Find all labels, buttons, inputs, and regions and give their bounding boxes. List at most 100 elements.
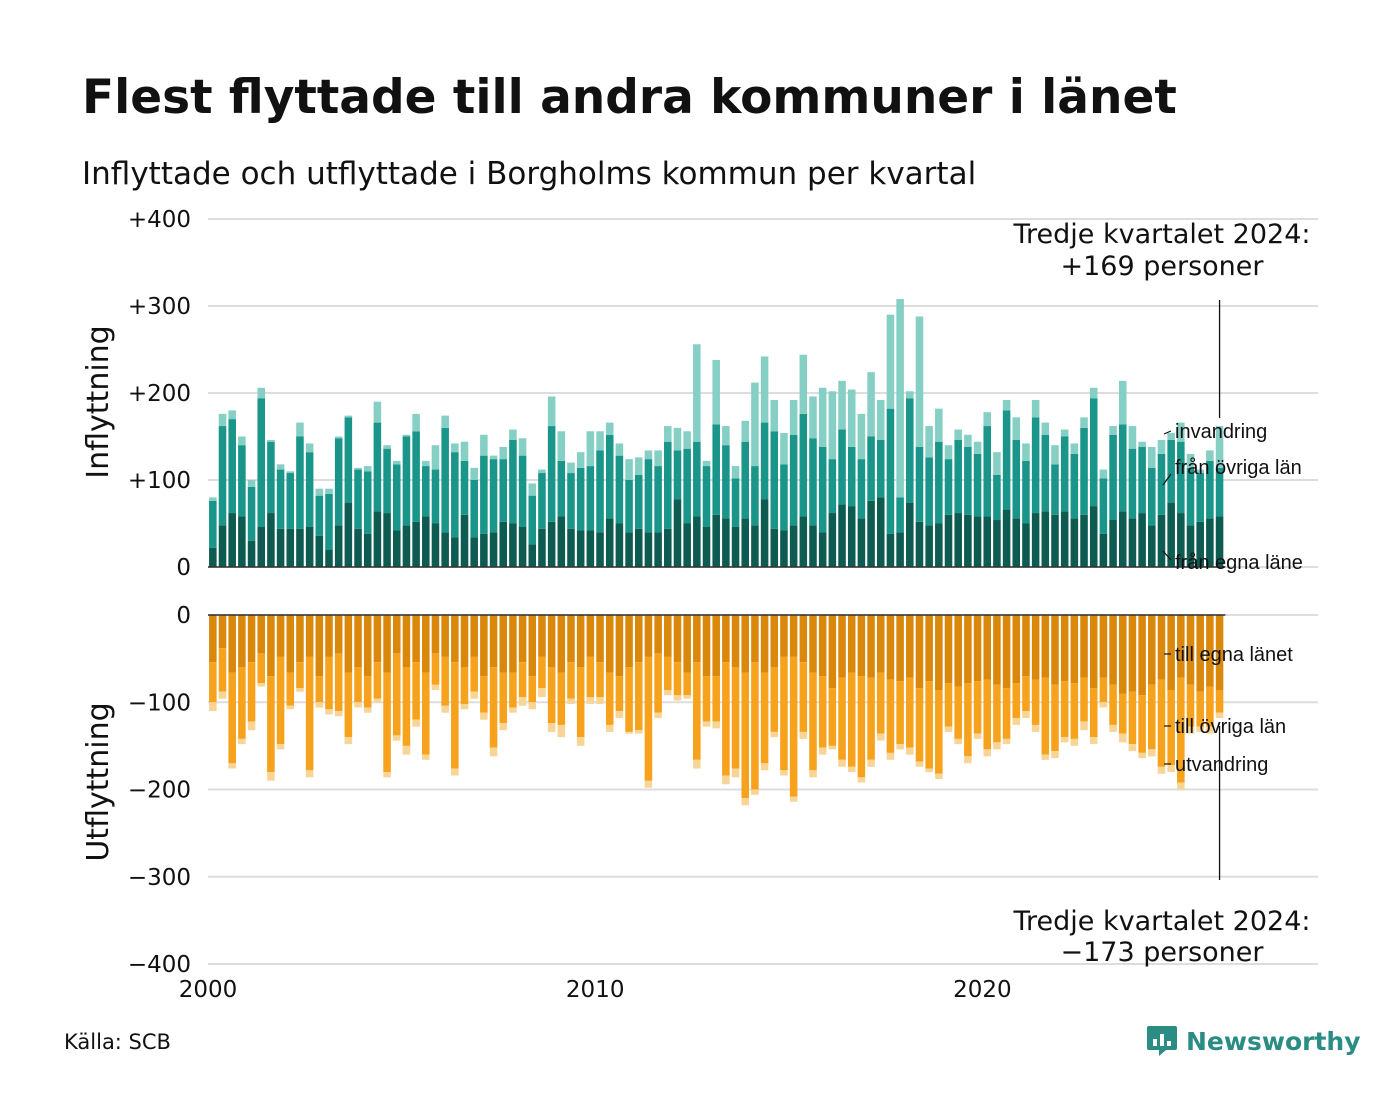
outflow-bar-segment (1031, 679, 1040, 725)
inflow-bar-segment (1041, 434, 1050, 512)
inflow-bar-segment (1109, 434, 1117, 521)
brand-logo[interactable]: Newsworthy (1146, 1024, 1361, 1058)
inflow-bar-segment (1196, 473, 1204, 522)
inflow-bar-segment (702, 466, 711, 527)
inflow-bar-segment (334, 525, 343, 567)
outflow-bar-segment (1041, 754, 1050, 760)
outflow-series-label: till övriga län (1175, 716, 1286, 738)
inflow-bar-segment (1186, 453, 1195, 468)
inflow-bar-segment (557, 516, 566, 567)
inflow-bar-segment (209, 497, 217, 501)
inflow-bar-segment (741, 518, 750, 567)
outflow-bar-segment (1051, 684, 1059, 752)
inflow-bar-segment (1177, 513, 1185, 567)
inflow-bar-segment (741, 441, 750, 519)
inflow-bar-segment (867, 372, 875, 437)
inflow-bar-segment (451, 452, 459, 538)
inflow-bar-segment (876, 497, 885, 567)
outflow-bar-segment (1031, 615, 1040, 680)
inflow-bar-segment (983, 426, 992, 517)
outflow-bar-segment (257, 615, 266, 654)
outflow-bar-segment (896, 615, 904, 682)
outflow-bar-segment (1041, 615, 1050, 678)
inflow-bar-segment (1031, 417, 1040, 514)
inflow-bar-segment (906, 391, 914, 399)
outflow-bar-segment (731, 615, 740, 668)
inflow-bar-segment (373, 422, 382, 512)
inflow-bar-segment (1118, 380, 1127, 425)
inflow-bar-segment (1099, 469, 1108, 479)
outflow-bar-segment (702, 721, 711, 727)
inflow-bar-segment (906, 502, 914, 567)
outflow-bar-segment (857, 676, 866, 778)
outflow-bar-segment (693, 662, 701, 760)
outflow-bar-segment (296, 615, 304, 663)
inflow-bar-segment (344, 415, 353, 418)
inflow-bar-segment (1148, 467, 1156, 526)
inflow-bar-segment (528, 483, 537, 496)
inflow-bar-segment (402, 434, 411, 437)
outflow-bar-segment (267, 772, 275, 781)
inflow-bar-segment (305, 443, 314, 453)
outflow-bar-segment (218, 615, 227, 649)
inflow-bar-segment (1022, 460, 1030, 524)
inflow-bar-segment (325, 549, 333, 567)
outflow-bar-segment (770, 731, 779, 738)
inflow-bar-segment (954, 429, 962, 440)
inflow-bar-segment (451, 537, 459, 567)
outflow-axis-title: Utflyttning (81, 702, 116, 861)
inflow-bar-segment (838, 429, 846, 505)
inflow-bar-segment (518, 455, 527, 527)
inflow-bar-segment (1157, 453, 1166, 515)
outflow-bar-segment (925, 768, 933, 773)
outflow-bar-segment (1051, 615, 1059, 685)
outflow-bar-segment (770, 615, 779, 668)
inflow-bar-segment (325, 493, 333, 550)
x-tick-label: 2010 (566, 977, 625, 1003)
outflow-series-label: till egna länet (1175, 644, 1293, 666)
inflow-bar-segment (296, 528, 304, 567)
inflow-bar-segment (538, 469, 546, 474)
outflow-bar-segment (1060, 737, 1069, 743)
inflow-bar-segment (780, 464, 788, 531)
inflow-bar-segment (896, 532, 904, 567)
inflow-bar-segment (499, 459, 508, 522)
y-tick-label: −400 (128, 952, 191, 978)
inflow-bar-segment (296, 422, 304, 437)
outflow-bar-segment (1177, 677, 1185, 783)
inflow-bar-segment (935, 441, 943, 524)
inflow-bar-segment (644, 532, 653, 567)
outflow-bar-segment (1128, 691, 1137, 745)
outflow-bar-segment (634, 730, 643, 734)
inflow-bar-segment (1002, 509, 1011, 567)
outflow-bar-segment (305, 770, 314, 778)
inflow-bar-segment (354, 467, 362, 470)
inflow-bar-segment (460, 514, 469, 567)
inflow-bar-segment (354, 469, 362, 529)
inflow-bar-segment (267, 439, 275, 442)
inflow-bar-segment (451, 443, 459, 453)
inflow-bar-segment (576, 530, 585, 567)
outflow-bar-segment (596, 662, 604, 698)
outflow-bar-segment (344, 737, 353, 745)
outflow-bar-segment (625, 615, 633, 668)
inflow-bar-segment (1002, 399, 1011, 411)
inflow-bar-segment (741, 420, 750, 442)
outflow-bar-segment (644, 615, 653, 657)
inflow-bar-segment (644, 459, 653, 533)
outflow-bar-segment (741, 672, 750, 799)
outflow-bar-segment (770, 667, 779, 732)
outflow-bar-segment (935, 615, 943, 691)
outflow-bar-segment (344, 672, 353, 738)
inflow-bar-segment (664, 528, 672, 567)
outflow-bar-segment (780, 615, 788, 657)
inflow-bar-segment (625, 459, 633, 480)
inflow-bar-segment (1186, 467, 1195, 526)
outflow-bar-segment (828, 615, 837, 689)
outflow-bar-segment (489, 615, 498, 668)
outflow-bar-segment (509, 707, 517, 713)
inflow-series-label: från övriga län (1175, 457, 1302, 479)
outflow-bar-segment (1177, 782, 1185, 790)
inflow-bar-segment (276, 464, 285, 470)
outflow-bar-segment (634, 662, 643, 731)
